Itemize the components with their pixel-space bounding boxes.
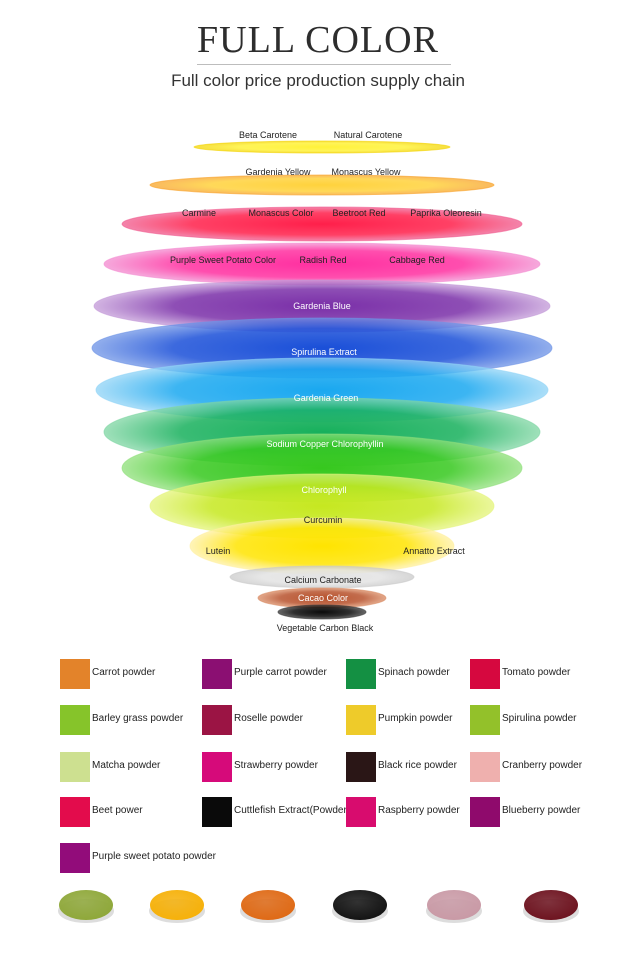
layer-label: Gardenia Green [294, 393, 359, 403]
powder-label: Beet power [92, 805, 143, 816]
layer-label: Cabbage Red [389, 255, 445, 265]
layer-label: Natural Carotene [334, 130, 403, 140]
layer-label: Curcumin [304, 515, 343, 525]
powder-dish [426, 890, 482, 923]
color-layer-1 [149, 174, 495, 196]
powder-swatch [470, 659, 500, 689]
powder-label: Spinach powder [378, 667, 450, 678]
layer-label: Beetroot Red [332, 208, 385, 218]
layer-label: Beta Carotene [239, 130, 297, 140]
layer-label: Chlorophyll [301, 485, 346, 495]
powder-swatch [346, 752, 376, 782]
powder-dish [332, 890, 388, 923]
powder-label: Carrot powder [92, 667, 156, 678]
powder-label: Purple sweet potato powder [92, 851, 216, 862]
layer-label: Gardenia Yellow [245, 167, 311, 177]
layer-label: Cacao Color [298, 593, 348, 603]
powder-label: Purple carrot powder [234, 667, 327, 678]
layer-label: Sodium Copper Chlorophyllin [266, 439, 383, 449]
layer-label: Carmine [182, 208, 216, 218]
page-subtitle: Full color price production supply chain [171, 71, 465, 90]
powder-swatch [60, 705, 90, 735]
powder-label: Strawberry powder [234, 760, 318, 771]
layer-label: Lutein [206, 546, 231, 556]
powder-swatch [346, 797, 376, 827]
powder-swatch [60, 659, 90, 689]
powder-swatch [202, 797, 232, 827]
powder-swatch [60, 752, 90, 782]
layer-label: Radish Red [299, 255, 346, 265]
powder-label: Tomato powder [502, 667, 571, 678]
color-sphere-diagram: Beta Carotene Natural Carotene Gardenia Ye… [91, 130, 553, 633]
powder-swatch [346, 705, 376, 735]
powder-dish [149, 890, 205, 923]
powder-swatch [470, 705, 500, 735]
color-layer-2 [121, 206, 523, 242]
layer-label: Monascus Yellow [331, 167, 401, 177]
powder-swatch [470, 797, 500, 827]
powder-dish [240, 890, 296, 923]
layer-label: Spirulina Extract [291, 347, 357, 357]
powder-label: Blueberry powder [502, 805, 581, 816]
powder-swatch [60, 843, 90, 873]
powder-label: Matcha powder [92, 760, 161, 771]
powder-label: Black rice powder [378, 760, 457, 771]
powder-swatch [60, 797, 90, 827]
powder-swatch [470, 752, 500, 782]
powder-swatch [202, 705, 232, 735]
powder-swatch [346, 659, 376, 689]
powder-label: Pumpkin powder [378, 713, 453, 724]
powder-swatch [202, 752, 232, 782]
powder-label: Barley grass powder [92, 713, 184, 724]
powder-label: Cuttlefish Extract(Powder) [234, 805, 351, 816]
color-layer-0 [193, 140, 451, 154]
layer-label: Monascus Color [248, 208, 313, 218]
layer-label: Annatto Extract [403, 546, 465, 556]
layer-label: Calcium Carbonate [284, 575, 361, 585]
title-divider [197, 64, 451, 65]
powder-swatch [202, 659, 232, 689]
layer-label: Vegetable Carbon Black [277, 623, 374, 633]
layer-label: Purple Sweet Potato Color [170, 255, 276, 265]
page-title: FULL COLOR [197, 19, 439, 61]
powder-label: Raspberry powder [378, 805, 460, 816]
powder-label: Cranberry powder [502, 760, 583, 771]
layer-label: Paprika Oleoresin [410, 208, 482, 218]
layer-label: Gardenia Blue [293, 301, 351, 311]
powder-dish [523, 890, 579, 923]
color-layer-13 [277, 604, 367, 620]
powder-dish [58, 890, 114, 923]
powder-label: Spirulina powder [502, 713, 577, 724]
powder-label: Roselle powder [234, 713, 303, 724]
